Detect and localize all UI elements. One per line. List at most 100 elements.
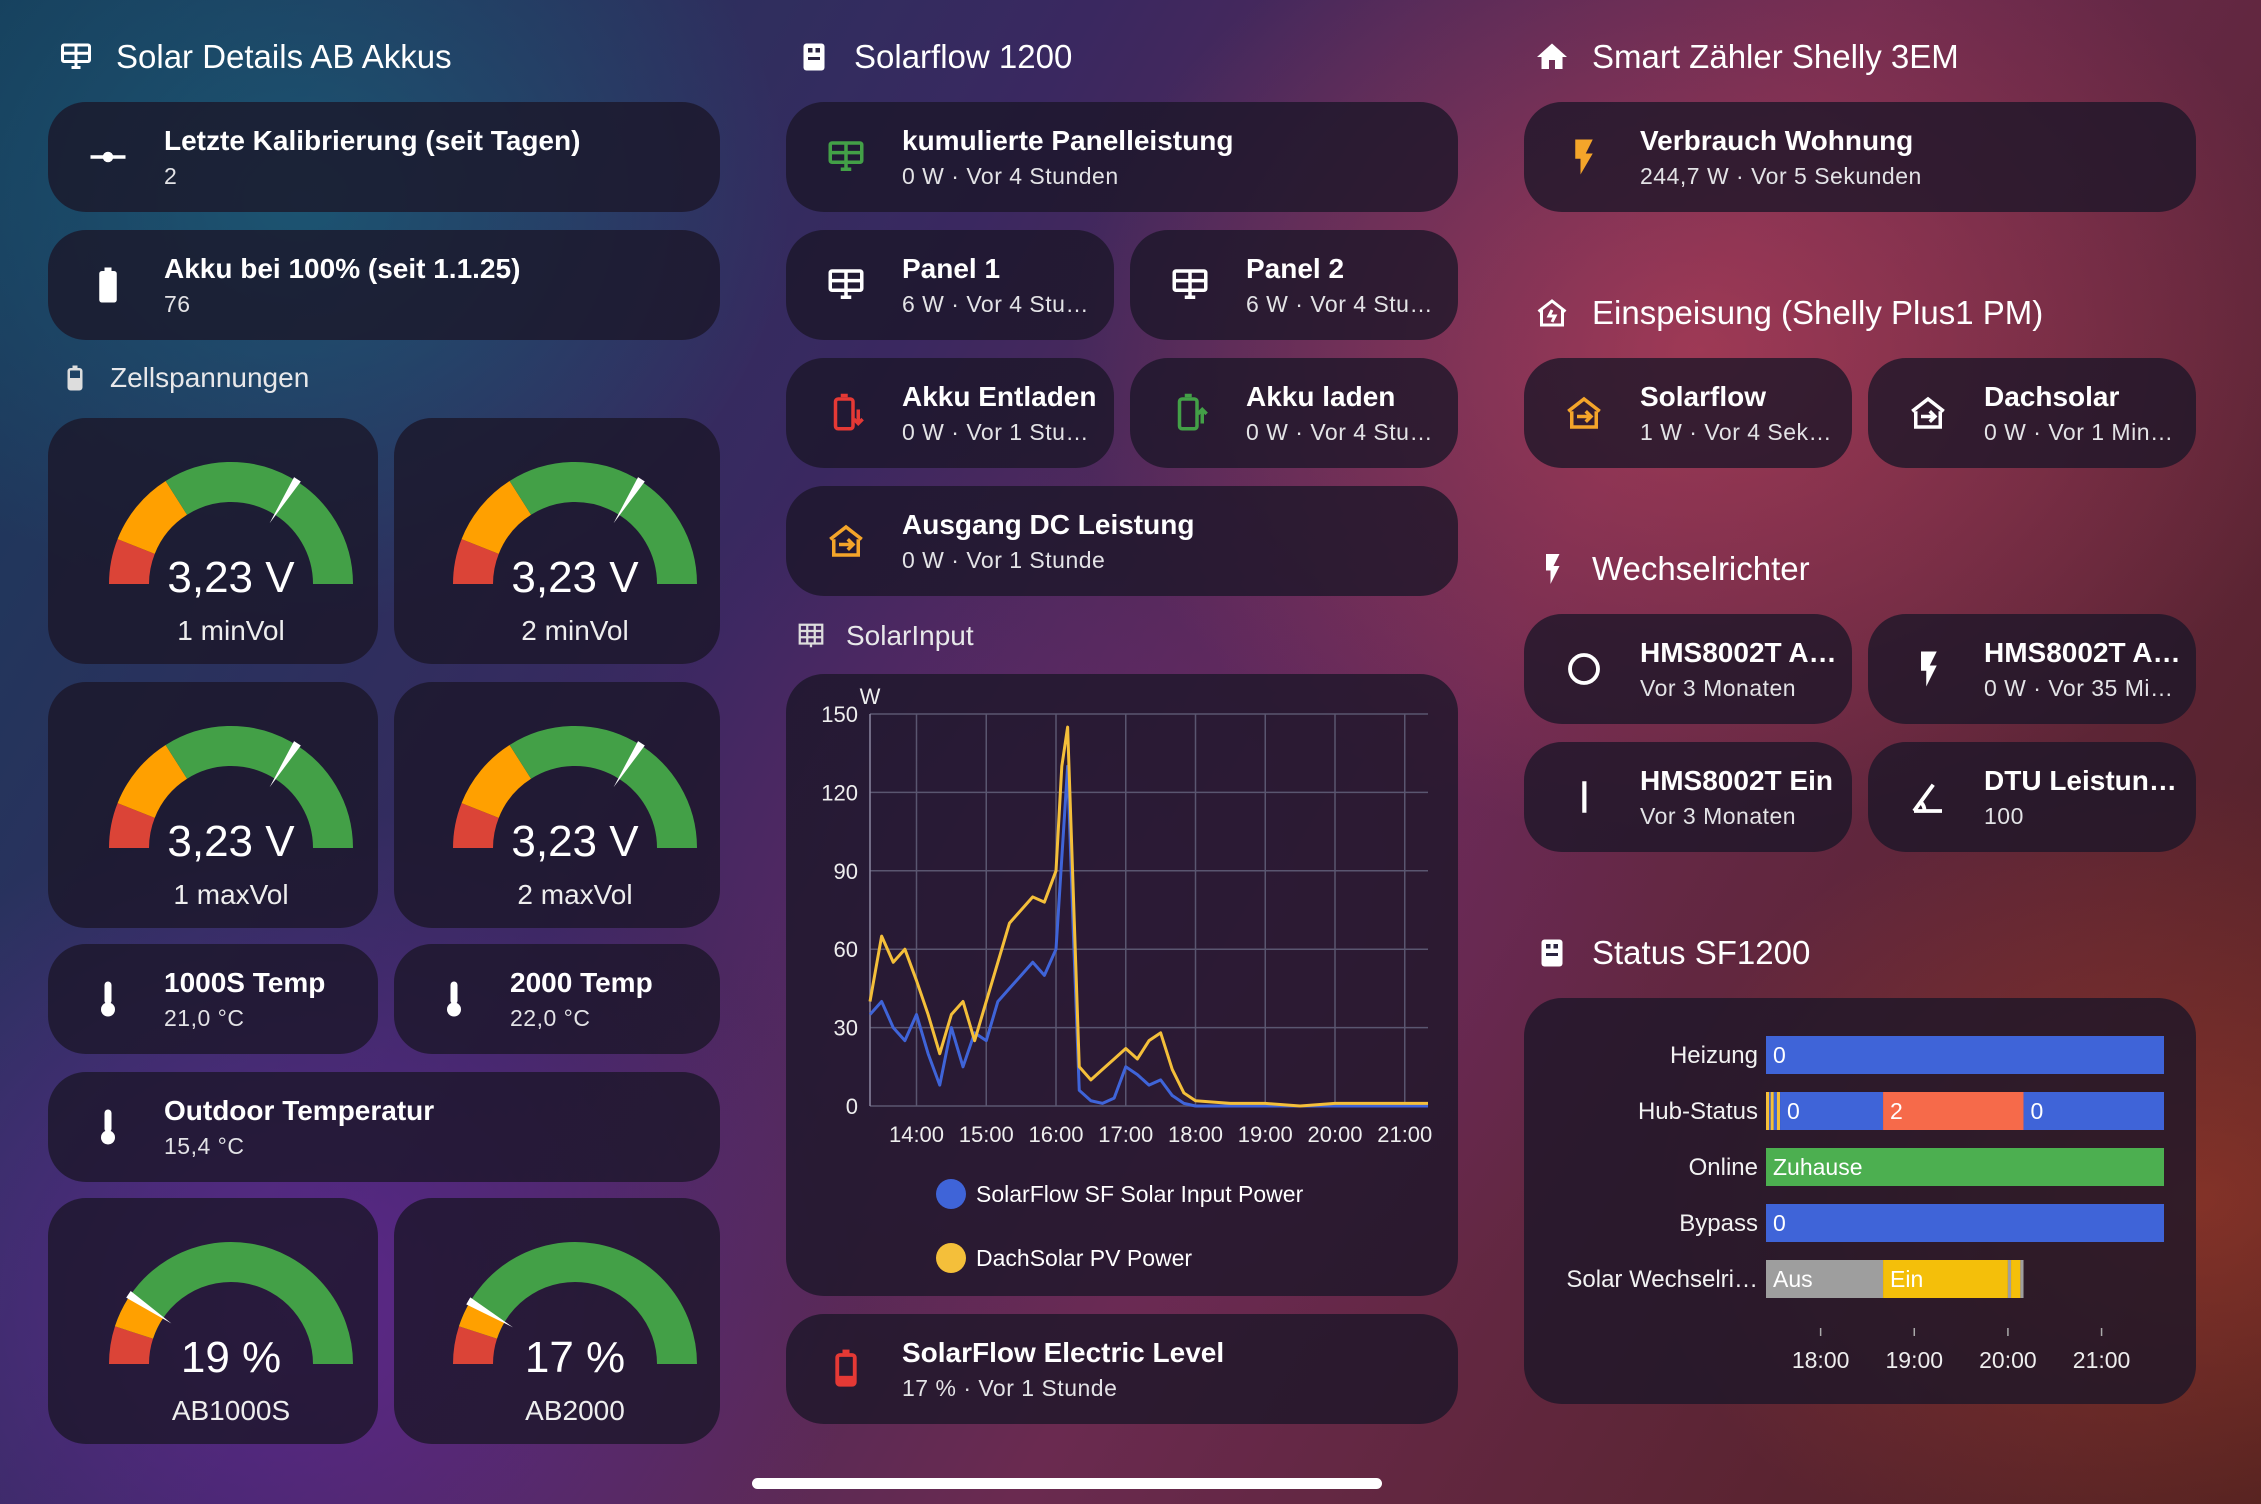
dtu-power-tile[interactable]: DTU Leistung… 100 [1868,742,2196,852]
inverter-2-tile[interactable]: HMS8002T A… 0 W · Vor 35 Mi… [1868,614,2196,724]
gauge-value: 3,23 V [511,553,639,602]
tile-title: Akku bei 100% (seit 1.1.25) [164,252,521,284]
temp-2000-tile[interactable]: 2000 Temp 22,0 °C [394,944,720,1054]
gauge-value: 19 % [181,1333,281,1382]
tile-title: Akku Entladen [902,380,1097,412]
tile-value: 22,0 °C [510,1004,591,1031]
gauge-card-2-maxvol[interactable]: 3,23 V 2 maxVol [394,682,720,928]
gauge-band [165,726,353,849]
akku-100-tile[interactable]: Akku bei 100% (seit 1.1.25) 76 [48,230,720,340]
power-on-line-icon [1562,775,1606,819]
section-header-feed-in: Einspeisung (Shelly Plus1 PM) [1534,294,2043,332]
home-indicator-bar[interactable] [752,1478,1382,1489]
section-header-cells: Zellspannungen [60,362,309,394]
calibration-tile[interactable]: Letzte Kalibrierung (seit Tagen) 2 [48,102,720,212]
solar-input-line-chart[interactable]: 0 30 60 90 120 150 14:00 15:00 16:00 17:00 18:00 19… [786,674,1458,1296]
x-tick-label: 19:00 [1238,1122,1293,1147]
gauge-band [109,539,156,585]
outdoor-temp-tile[interactable]: Outdoor Temperatur 15,4 °C [48,1072,720,1182]
timeline-segment-label: 0 [1787,1098,1800,1124]
gauge-band [458,1242,697,1365]
tile-title: SolarFlow Electric Level [902,1336,1225,1368]
status-timeline-chart[interactable]: Heizung 0 Hub-Status 0 2 0 Online Zuhause Bypass… [1524,998,2196,1404]
inverter-1-tile[interactable]: HMS8002T A… Vor 3 Monaten [1524,614,1852,724]
tile-title: HMS8002T Ein [1640,764,1833,796]
slider-handle-icon [86,135,130,179]
voltage-gauge: 3,23 V 1 minVol [109,462,353,646]
legend-marker [936,1243,966,1273]
tile-value: 0 W · Vor 1 Stu… [902,418,1089,445]
x-tick-label: 20:00 [1979,1347,2037,1373]
tile-value: 100 [1984,802,2024,829]
tile-value: Vor 3 Monaten [1640,674,1797,701]
cumulative-panel-power-tile[interactable]: kumulierte Panelleistung 0 W · Vor 4 Stun… [786,102,1458,212]
gauge-card-1-minvol[interactable]: 3,23 V 1 minVol [48,418,378,664]
output-dc-tile[interactable]: Ausgang DC Leistung 0 W · Vor 1 Stunde [786,486,1458,596]
section-header-status-sf1200: Status SF1200 [1534,934,1810,972]
akku-discharge-tile[interactable]: Akku Entladen 0 W · Vor 1 Stu… [786,358,1114,468]
home-export-icon [1906,391,1950,435]
soc-gauge-ab1000s[interactable]: 19 % AB1000S [48,1198,378,1444]
gauge-value: 3,23 V [511,817,639,866]
y-tick-label: 150 [821,702,858,727]
legend-marker [936,1179,966,1209]
tile-value: 0 W · Vor 35 Mi… [1984,674,2174,701]
gauge-band [114,1242,353,1365]
x-tick-label: 20:00 [1307,1122,1362,1147]
tile-title: Dachsolar [1984,380,2120,412]
gauge-band [109,803,156,849]
tile-title: 1000S Temp [164,966,326,998]
soc-gauge: 17 % AB2000 [453,1242,697,1426]
power-off-circle-icon [1562,647,1606,691]
thermometer-icon [432,977,476,1021]
gauge-label: 2 minVol [521,615,628,646]
x-tick-label: 18:00 [1168,1122,1223,1147]
temp-1000s-tile[interactable]: 1000S Temp 21,0 °C [48,944,378,1054]
solar-panel-icon [1168,263,1212,307]
gauge-card-2-minvol[interactable]: 3,23 V 2 minVol [394,418,720,664]
gauge-card-1-maxvol[interactable]: 3,23 V 1 maxVol [48,682,378,928]
gauge-value: 3,23 V [167,553,295,602]
status-timeline-card[interactable]: Heizung 0 Hub-Status 0 2 0 Online Zuhause Bypass… [1524,998,2196,1404]
solarflow-device-icon [1541,939,1563,967]
section-header-solarflow: Solarflow 1200 [796,38,1072,76]
gauge-band [453,803,500,849]
timeline-row-label: Solar Wechselri… [1566,1266,1758,1293]
panel-1-tile[interactable]: Panel 1 6 W · Vor 4 Stu… [786,230,1114,340]
soc-gauge: 19 % AB1000S [109,1242,353,1426]
x-tick-label: 15:00 [959,1122,1014,1147]
akku-charge-tile[interactable]: Akku laden 0 W · Vor 4 Stu… [1130,358,1458,468]
soc-gauge-ab2000[interactable]: 17 % AB2000 [394,1198,720,1444]
gauge-needle [613,741,645,788]
timeline-segment [1773,1092,1777,1130]
inverter-3-tile[interactable]: HMS8002T Ein Vor 3 Monaten [1524,742,1852,852]
lightning-icon [1562,135,1606,179]
feed-solarflow-tile[interactable]: Solarflow 1 W · Vor 4 Sek… [1524,358,1852,468]
tile-title: Solarflow [1640,380,1767,412]
x-tick-label: 18:00 [1792,1347,1850,1373]
voltage-gauge: 3,23 V 2 maxVol [453,726,697,910]
gauge-needle [613,477,645,524]
timeline-segment [1766,1260,1884,1298]
solarflow-device-icon [803,43,825,71]
tile-value: 1 W · Vor 4 Sek… [1640,418,1833,445]
section-title: Zellspannungen [110,362,310,393]
timeline-segment-label: Ein [1890,1266,1923,1292]
gauge-band [453,539,500,585]
gauge-band [453,1326,498,1365]
tile-title: Verbrauch Wohnung [1640,124,1914,156]
feed-dachsolar-tile[interactable]: Dachsolar 0 W · Vor 1 Min… [1868,358,2196,468]
timeline-segment-label: 0 [2031,1098,2044,1124]
solar-input-chart-card[interactable]: 0 30 60 90 120 150 14:00 15:00 16:00 17:00 18:00 19… [786,674,1458,1296]
gauge-label: 2 maxVol [517,879,632,910]
tile-value: 0 W · Vor 1 Stunde [902,546,1106,573]
section-title: Status SF1200 [1592,934,1811,971]
electric-level-tile[interactable]: SolarFlow Electric Level 17 % · Vor 1 Stu… [786,1314,1458,1424]
tile-title: DTU Leistung… [1984,764,2189,796]
timeline-segment [1780,1092,1884,1130]
thermometer-icon [86,1105,130,1149]
x-tick-label: 17:00 [1098,1122,1153,1147]
panel-2-tile[interactable]: Panel 2 6 W · Vor 4 Stu… [1130,230,1458,340]
consumption-tile[interactable]: Verbrauch Wohnung 244,7 W · Vor 5 Sekunde… [1524,102,2196,212]
tile-value: 0 W · Vor 1 Min… [1984,418,2174,445]
